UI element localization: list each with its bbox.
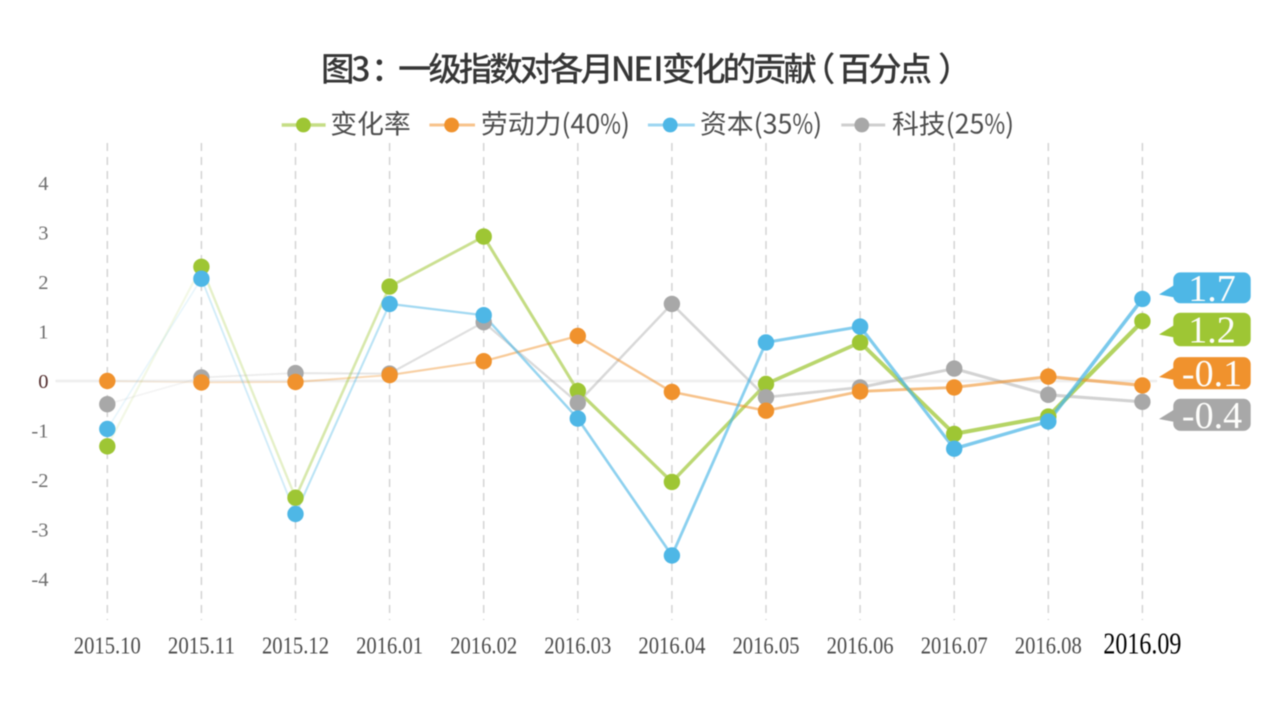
svg-text:1: 1 (38, 322, 48, 344)
svg-text:1.7: 1.7 (1188, 268, 1236, 310)
svg-text:2016.05: 2016.05 (733, 633, 800, 660)
svg-text:0: 0 (38, 371, 48, 393)
svg-text:-1: -1 (31, 421, 48, 443)
svg-text:2: 2 (38, 272, 48, 294)
svg-text:2015.10: 2015.10 (74, 633, 141, 660)
svg-text:-3: -3 (31, 520, 48, 542)
svg-text:2015.11: 2015.11 (168, 633, 235, 660)
svg-text:-0.1: -0.1 (1182, 353, 1242, 395)
svg-text:2016.03: 2016.03 (544, 633, 611, 660)
svg-text:2016.06: 2016.06 (827, 633, 894, 660)
svg-text:-0.4: -0.4 (1182, 395, 1242, 437)
svg-text:2016.01: 2016.01 (356, 633, 423, 660)
svg-text:-2: -2 (31, 470, 48, 492)
svg-text:2016.09: 2016.09 (1103, 627, 1181, 661)
svg-text:4: 4 (38, 173, 48, 195)
svg-text:-4: -4 (31, 569, 48, 591)
svg-text:2015.12: 2015.12 (262, 633, 329, 660)
svg-text:2016.07: 2016.07 (921, 633, 988, 660)
svg-text:3: 3 (38, 223, 48, 245)
svg-text:2016.08: 2016.08 (1015, 633, 1082, 660)
svg-text:2016.04: 2016.04 (638, 633, 705, 660)
svg-text:2016.02: 2016.02 (450, 633, 517, 660)
svg-text:1.2: 1.2 (1188, 309, 1236, 351)
